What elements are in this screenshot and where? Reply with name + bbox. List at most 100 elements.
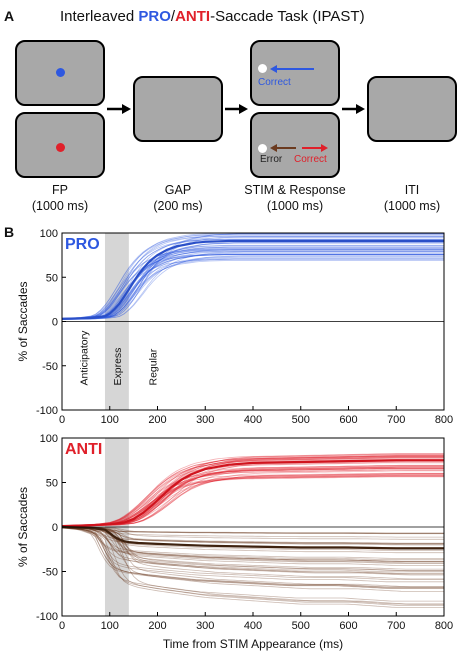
y-axis-label: % of Saccades — [16, 281, 30, 361]
trial-trace — [61, 455, 444, 527]
stage-duration: (1000 ms) — [266, 199, 324, 213]
trial-trace — [62, 233, 444, 319]
trial-trace — [61, 526, 444, 551]
trial-trace — [62, 473, 444, 527]
trial-trace — [61, 254, 444, 320]
condition-label: PRO — [65, 236, 100, 253]
fixation-point-red — [56, 143, 65, 152]
y-tick-label: 50 — [46, 272, 58, 284]
trial-trace — [62, 526, 444, 605]
trial-trace — [62, 470, 444, 527]
trial-trace — [61, 526, 444, 545]
trial-trace — [61, 527, 444, 605]
correct-arrow-pro — [270, 65, 314, 73]
trial-trace — [61, 250, 444, 320]
title-prefix: Interleaved — [60, 8, 139, 25]
flow-arrows — [107, 104, 365, 114]
trial-trace — [62, 526, 444, 546]
fp-screen-pro — [15, 40, 105, 106]
fixation-point-blue — [56, 68, 65, 77]
trial-trace — [61, 235, 444, 319]
trial-trace — [61, 254, 444, 320]
title-pro: PRO — [138, 8, 171, 25]
trial-trace — [62, 252, 444, 320]
trial-trace — [61, 526, 444, 575]
trial-trace — [62, 526, 444, 576]
trial-trace — [61, 259, 444, 320]
trial-trace — [62, 258, 444, 320]
panel-a-letter: A — [4, 8, 15, 24]
trial-trace — [61, 234, 444, 319]
gap-screen — [133, 76, 223, 142]
condition-label: ANTI — [65, 441, 102, 458]
trial-trace — [61, 526, 444, 559]
trial-trace — [61, 527, 444, 562]
trial-trace — [61, 254, 444, 320]
x-tick-label: 500 — [292, 414, 310, 426]
trial-trace — [62, 455, 444, 527]
trial-trace — [61, 526, 444, 544]
x-axis-label: Time from STIM Appearance (ms) — [163, 637, 343, 651]
arrow-fp-to-gap — [107, 104, 131, 114]
x-tick-label: 500 — [292, 620, 310, 632]
y-tick-label: 100 — [40, 228, 58, 240]
trial-trace — [61, 474, 444, 527]
trial-trace — [61, 527, 444, 580]
trial-trace — [61, 258, 444, 320]
trial-trace — [61, 462, 444, 527]
trial-trace — [61, 238, 444, 319]
trial-trace — [61, 249, 444, 320]
trial-trace — [62, 242, 444, 320]
trial-trace — [61, 469, 444, 527]
x-tick-label: 100 — [101, 620, 119, 632]
trial-trace — [62, 526, 444, 562]
trial-trace — [61, 527, 444, 588]
fp-screen-anti — [15, 112, 105, 178]
y-tick-label: 50 — [46, 478, 58, 490]
trial-trace — [61, 458, 444, 527]
panel-a-title: Interleaved PRO/ANTI-Saccade Task (IPAST… — [60, 8, 365, 25]
trial-trace — [61, 526, 444, 563]
trial-trace — [61, 527, 444, 560]
stage-name: ITI — [404, 183, 420, 197]
x-tick-label: 600 — [339, 414, 357, 426]
trial-trace — [61, 468, 444, 527]
trial-trace — [62, 233, 444, 319]
response-arrows-anti — [270, 144, 328, 152]
phase-label-anticipatory: Anticipatory — [78, 330, 90, 386]
trial-trace — [62, 474, 444, 527]
trial-trace — [62, 236, 444, 320]
trial-trace — [61, 250, 444, 320]
trial-trace — [62, 461, 444, 527]
trial-trace — [61, 454, 444, 527]
stage-duration: (1000 ms) — [31, 199, 89, 213]
x-tick-label: 400 — [244, 414, 262, 426]
trial-trace — [62, 242, 444, 320]
x-tick-label: 0 — [59, 414, 65, 426]
stage-duration: (200 ms) — [153, 199, 203, 213]
trial-trace — [62, 526, 444, 564]
trial-trace — [61, 239, 444, 319]
y-tick-label: 0 — [52, 317, 58, 329]
trial-trace — [61, 476, 444, 527]
trial-trace — [61, 472, 444, 527]
x-tick-label: 300 — [196, 414, 214, 426]
trial-trace — [61, 526, 444, 535]
trial-trace — [62, 526, 444, 534]
stage-fp: FP (1000 ms) — [10, 182, 110, 214]
trial-trace — [62, 526, 444, 572]
correct-label-pro: Correct — [258, 77, 291, 88]
trial-trace — [62, 466, 444, 527]
y-tick-label: 100 — [40, 433, 58, 445]
trial-trace — [61, 456, 444, 527]
stage-name: GAP — [164, 183, 192, 197]
trial-trace — [61, 465, 444, 527]
trial-trace — [61, 254, 444, 320]
phase-label-regular: Regular — [148, 348, 160, 385]
trial-trace — [61, 526, 444, 566]
trial-trace — [61, 526, 444, 606]
x-tick-label: 800 — [435, 414, 453, 426]
iti-screen — [367, 76, 457, 142]
y-tick-label: 0 — [52, 522, 58, 534]
